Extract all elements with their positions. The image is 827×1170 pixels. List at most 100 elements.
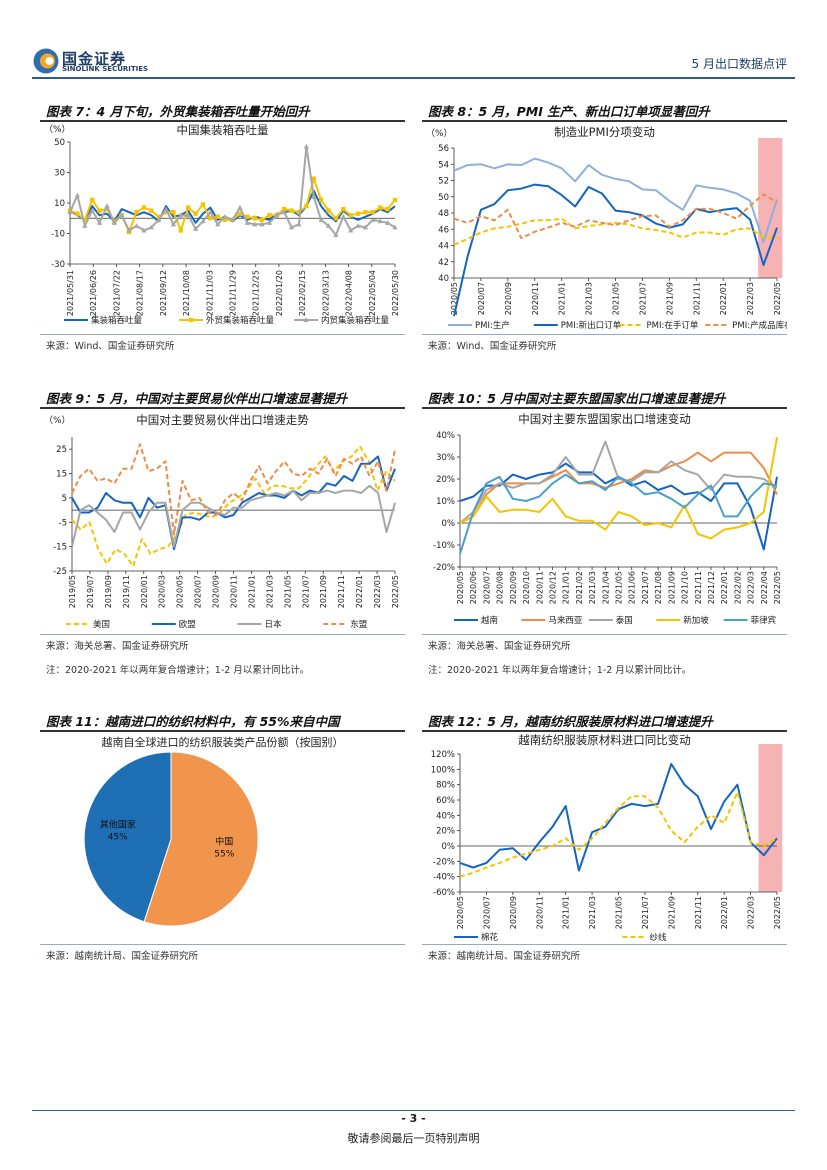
fig7-chart: 中国集装箱吞吐量 （%） -30 -10 10 30 50 2021/05/31 2021/06… <box>44 123 400 326</box>
fig10-series-3-line <box>459 437 778 540</box>
fig12-x-tick-label: 2021/01 <box>562 896 571 929</box>
fig7-series-1-point <box>245 214 250 219</box>
fig7-y-tick-label: 30 <box>54 169 65 179</box>
fig10-x-tick-label: 2020/07 <box>482 571 491 604</box>
fig7-series-1-point <box>318 197 324 203</box>
fig10-x-tick-label: 2022/04 <box>760 571 769 604</box>
fig7-series-1-point <box>89 197 95 203</box>
fig7-x-tick-label: 2021/10/08 <box>182 270 191 316</box>
fig7-series-1-point <box>378 205 383 210</box>
fig10-y-tick-label: 30% <box>436 453 455 463</box>
fig10-y-tick-label: 40% <box>436 431 455 441</box>
fig7-series-1-point <box>363 209 368 215</box>
fig12-x-tick-label: 2021/07 <box>641 896 650 929</box>
fig7-series-1-point <box>296 209 302 215</box>
fig7-x-tick-label: 2021/05/31 <box>66 270 75 316</box>
fig7-series-1-point <box>282 206 287 212</box>
fig7-series-2-point <box>370 216 376 222</box>
header-divider <box>32 77 795 79</box>
fig9-legend-label: 东盟 <box>350 619 368 630</box>
fig7-x-tick-label: 2022/05/04 <box>368 270 377 316</box>
fig7-series-1-point <box>267 213 272 218</box>
fig12-x-tick-label: 2021/05 <box>615 896 624 929</box>
fig7-series-2-point <box>192 226 199 231</box>
fig7-series-2-point <box>126 227 132 233</box>
fig7-series-1-point <box>75 211 80 216</box>
fig10-legend-label: 新加坡 <box>683 615 709 626</box>
fig7-series-1-point <box>156 214 161 219</box>
fig8-x-tick-label: 2022/01 <box>719 282 728 315</box>
fig7-series-1-point <box>252 216 257 221</box>
fig7-series-2-point <box>281 209 287 215</box>
fig10-x-tick-label: 2020/12 <box>548 571 557 604</box>
fig7-series-2-point <box>96 220 103 225</box>
fig9-x-tick-label: 2022/03 <box>373 575 382 608</box>
fig8-x-tick-label: 2022/05 <box>773 282 782 315</box>
fig7-series-2-point <box>377 218 383 224</box>
fig12-source-rule <box>422 944 787 945</box>
fig12-x-tick-label: 2020/11 <box>535 896 544 929</box>
fig8-y-tick-label: 56 <box>438 144 449 154</box>
sinolink-logo-icon <box>33 48 59 74</box>
fig12-y-tick-label: -40% <box>433 873 455 883</box>
fig12-title: 图表 12：5 月，越南纺织服装原材料进口增速提升 <box>428 714 713 729</box>
fig8-legend-label: PMI:生产 <box>475 320 510 331</box>
fig10-series-2-line <box>459 440 778 524</box>
fig7-x-tick-label: 2022/03/13 <box>321 270 330 316</box>
fig7-series-2-point <box>222 213 228 219</box>
fig7-x-tick-label: 2021/11/29 <box>229 270 238 316</box>
fig10-series-4-line <box>459 473 778 555</box>
fig7-series-1-point <box>289 208 294 213</box>
fig7-series-1-point <box>104 206 110 212</box>
fig7-series-1-point <box>222 217 228 222</box>
fig9-y-tick-label: -5 <box>59 518 67 528</box>
fig10-x-tick-label: 2020/10 <box>522 571 531 604</box>
fig10-legend-label: 菲律宾 <box>751 615 777 626</box>
fig10-x-tick-label: 2020/09 <box>509 571 518 604</box>
fig7-series-2-point <box>200 218 206 224</box>
fig8-x-tick-label: 2020/11 <box>531 282 540 315</box>
fig7-series-2-point <box>252 221 258 227</box>
fig7-series-1-point <box>134 209 139 215</box>
fig12-x-tick-label: 2020/05 <box>456 896 465 929</box>
fig8-source: 来源：Wind、国金证券研究所 <box>428 341 557 352</box>
fig7-series-2-point <box>170 221 177 227</box>
fig12-series-1-line <box>459 791 778 878</box>
fig10-note: 注：2020-2021 年以两年复合增速计；1-2 月以累计同比计。 <box>428 665 692 676</box>
fig8-series-3-line <box>453 193 778 240</box>
fig11-source-rule <box>40 944 405 945</box>
fig7-legend-label: 外贸集装箱吞吐量 <box>206 315 275 326</box>
fig9-x-tick-label: 2019/09 <box>104 575 113 608</box>
logo-name-en: SINOLINK SECURITIES <box>62 65 149 73</box>
fig7-series-2-point <box>141 227 147 233</box>
fig7-chart-title: 中国集装箱吞吐量 <box>177 123 269 137</box>
fig9-legend-label: 欧盟 <box>179 619 197 630</box>
fig7-series-2-point <box>215 221 221 227</box>
fig10-y-tick-label: -10% <box>433 541 455 551</box>
fig7-series-2-point <box>89 207 95 213</box>
fig10-chart: 中国对主要东盟国家出口增速变动 -20% -10% 0% 10% 20% 30% 40% 202… <box>433 412 782 626</box>
fig7-series-2-point <box>207 209 213 215</box>
fig9-x-tick-label: 2019/11 <box>122 575 131 608</box>
fig7-y-tick-label: 50 <box>54 138 65 148</box>
fig7-series-1-point <box>370 209 376 215</box>
fig11-title-rule <box>40 730 405 732</box>
fig7-series-1-point <box>311 176 316 181</box>
fig8-x-tick-label: 2020/07 <box>477 282 486 315</box>
fig10-y-tick-label: 20% <box>436 475 455 485</box>
fig7-x-tick-label: 2021/12/25 <box>252 270 261 316</box>
fig7-series-1-point <box>178 228 183 233</box>
fig8-y-tick-label: 48 <box>438 209 449 219</box>
fig8-x-tick-label: 2020/05 <box>450 282 459 315</box>
fig7-title-rule <box>40 120 405 122</box>
fig10-source: 来源：海关总署、国金证券研究所 <box>428 641 571 652</box>
fig9-y-unit: （%） <box>44 415 71 426</box>
fig7-source-rule <box>40 334 405 335</box>
fig7-series-1-point <box>97 208 102 213</box>
fig10-x-tick-label: 2021/06 <box>628 571 637 604</box>
fig9-x-tick-label: 2020/07 <box>194 575 203 608</box>
fig12-highlight-band <box>758 744 783 892</box>
fig7-series-2-point <box>340 213 346 219</box>
fig9-legend-label: 美国 <box>93 619 110 630</box>
fig7-title: 图表 7：4 月下旬，外贸集装箱吞吐量开始回升 <box>46 104 310 119</box>
